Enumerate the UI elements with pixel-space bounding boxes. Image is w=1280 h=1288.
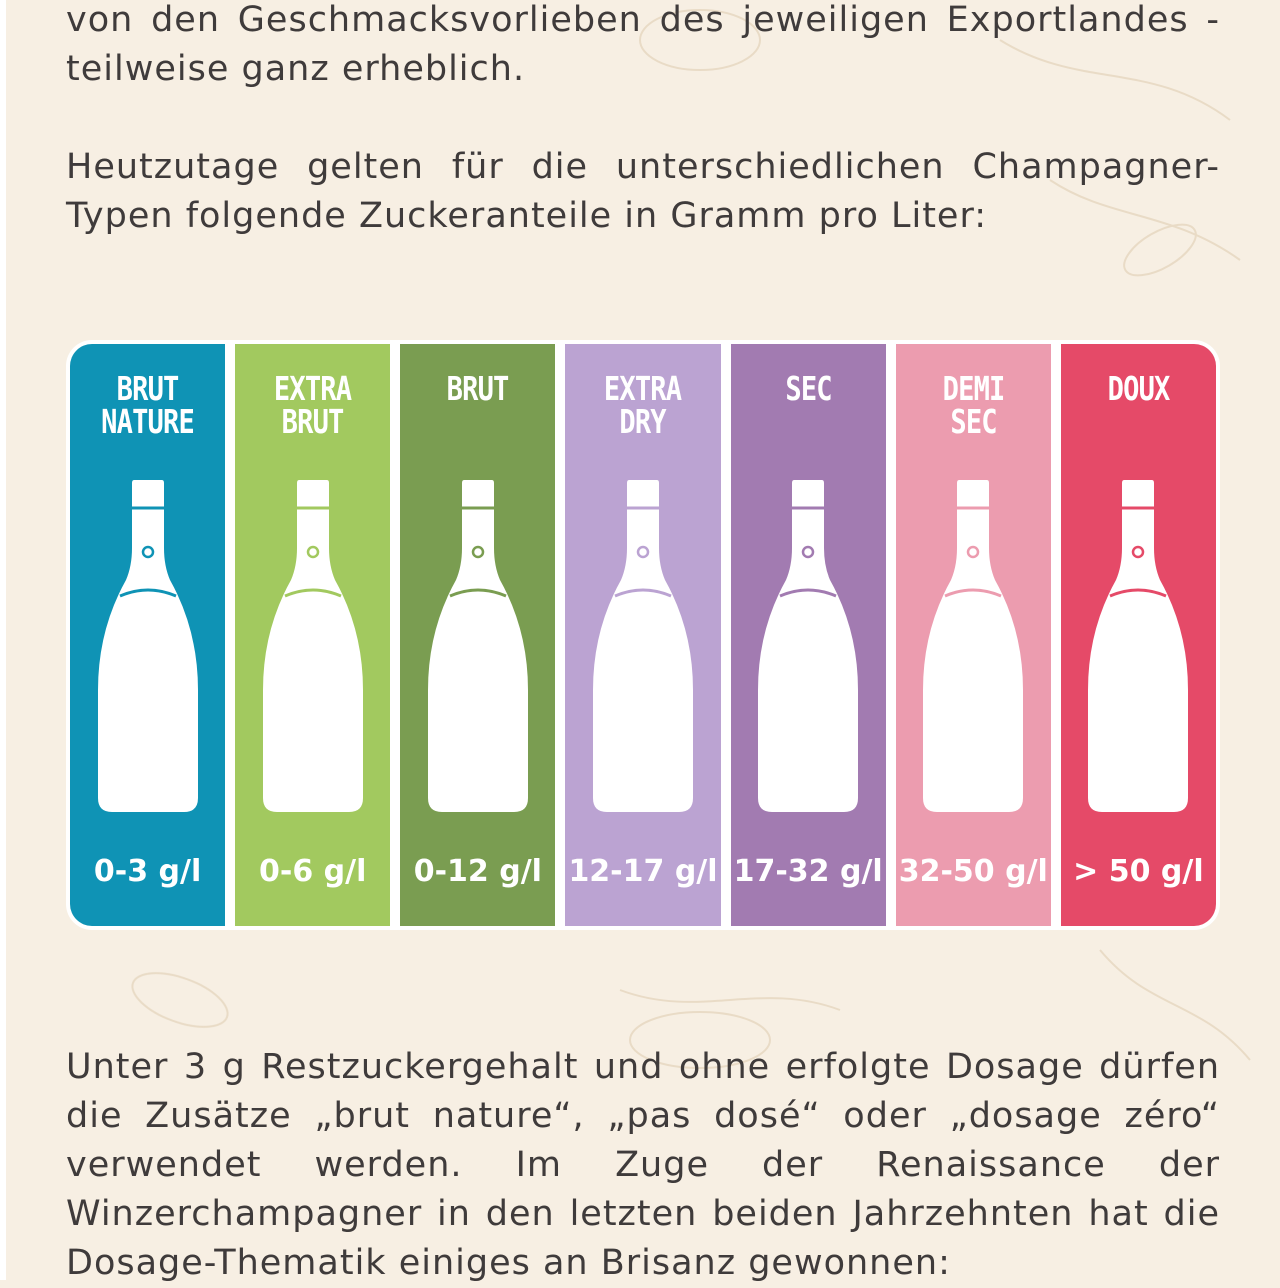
sugar-content-intro: Heutzutage gelten für die unterschiedlic… — [66, 147, 1220, 236]
sweetness-column: BRUT NATURE 0-3 g/l — [70, 344, 226, 926]
sweetness-column: EXTRA DRY 12-17 g/l — [565, 344, 721, 926]
sweetness-column: DEMI SEC 32-50 g/l — [895, 344, 1051, 926]
sweetness-type-label: EXTRA DRY — [604, 369, 682, 441]
champagne-bottle-icon — [97, 480, 198, 812]
champagne-bottle-icon — [758, 480, 859, 812]
sugar-range-value: 0-12 g/l — [413, 854, 542, 889]
sugar-range-value: 17-32 g/l — [733, 854, 883, 889]
sugar-range-value: 12-17 g/l — [568, 854, 718, 889]
sweetness-type-label: BRUT NATURE — [101, 369, 195, 441]
sugar-range-value: > 50 g/l — [1073, 854, 1204, 889]
sweetness-level-chart: BRUT NATURE 0-3 g/l EXTRA BRUT 0-6 g/l BRUT 0… — [66, 340, 1220, 930]
sweetness-type-label: BRUT — [446, 369, 510, 408]
sugar-range-value: 32-50 g/l — [898, 854, 1048, 889]
intro-paragraph-end: von den Geschmacksvorlieben des jeweilig… — [66, 0, 1220, 89]
sweetness-type-label: EXTRA BRUT — [274, 369, 352, 441]
champagne-bottle-icon — [923, 480, 1024, 812]
sweetness-column: DOUX > 50 g/l — [1060, 344, 1216, 926]
sweetness-type-label: SEC — [784, 369, 832, 408]
sugar-range-value: 0-6 g/l — [259, 854, 367, 889]
sweetness-type-label: DOUX — [1107, 369, 1170, 408]
champagne-bottle-icon — [427, 480, 528, 812]
champagne-bottle-icon — [262, 480, 363, 812]
sweetness-column: BRUT 0-12 g/l — [400, 344, 556, 926]
dosage-paragraph: Unter 3 g Restzuckergehalt und ohne erfo… — [66, 1047, 1220, 1283]
sweetness-type-label: DEMI SEC — [942, 369, 1005, 441]
champagne-bottle-icon — [1088, 480, 1189, 812]
sugar-range-value: 0-3 g/l — [93, 854, 202, 889]
left-edge-strip — [0, 0, 6, 1280]
sweetness-column: EXTRA BRUT 0-6 g/l — [235, 344, 391, 926]
champagne-bottle-icon — [592, 480, 693, 812]
sweetness-column: SEC 17-32 g/l — [730, 344, 886, 926]
